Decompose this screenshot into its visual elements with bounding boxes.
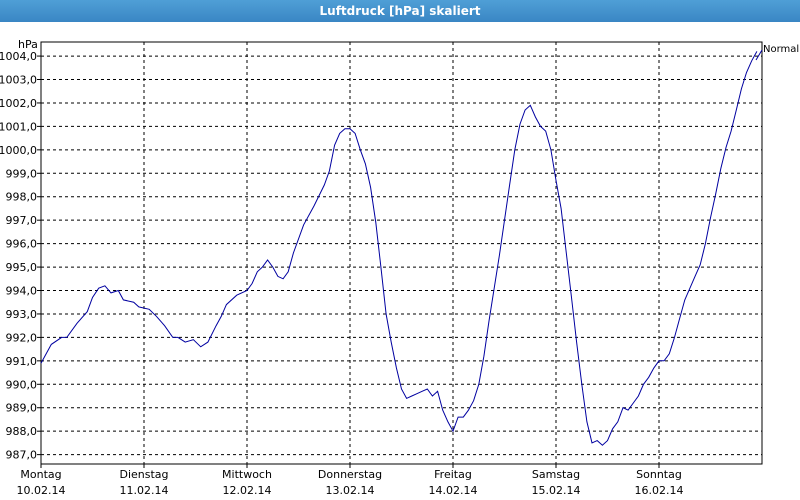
- y-tick-label: 995,0: [6, 261, 38, 274]
- plot-area: [40, 41, 763, 465]
- y-tick-label: 999,0: [6, 167, 38, 180]
- y-tick-label: 993,0: [6, 308, 38, 321]
- y-tick-label: 988,0: [6, 425, 38, 438]
- x-tick-label-date: 11.02.14: [120, 484, 169, 497]
- x-tick-label-day: Freitag: [434, 468, 472, 481]
- y-tick-label: 996,0: [6, 238, 38, 251]
- x-tick-label-day: Montag: [20, 468, 61, 481]
- y-tick-label: 1001,0: [0, 120, 37, 133]
- x-tick-label-date: 14.02.14: [429, 484, 478, 497]
- x-tick-label-date: 16.02.14: [635, 484, 684, 497]
- x-tick-label-day: Mittwoch: [222, 468, 272, 481]
- y-tick-label: 1004,0: [0, 50, 37, 63]
- horizontal-gridlines: [37, 55, 762, 456]
- series-layer: [40, 51, 758, 446]
- x-tick-label-day: Donnerstag: [318, 468, 382, 481]
- y-axis-unit-label: hPa: [18, 38, 38, 51]
- x-tick-label-date: 15.02.14: [532, 484, 581, 497]
- y-tick-label: 987,0: [6, 449, 38, 462]
- x-tick-label-day: Dienstag: [119, 468, 168, 481]
- x-tick-label-day: Samstag: [532, 468, 580, 481]
- y-axis-tick-labels: 987,0 988,0 989,0 990,0 991,0 992,0 993,0 994,0…: [0, 50, 37, 462]
- y-tick-label: 998,0: [6, 191, 38, 204]
- x-tick-label-date: 10.02.14: [17, 484, 66, 497]
- x-tick-label-day: Sonntag: [636, 468, 682, 481]
- y-tick-label: 994,0: [6, 285, 38, 298]
- series-line: [40, 51, 758, 446]
- legend-connector: [755, 49, 763, 61]
- legend-label: Normal: [763, 44, 800, 55]
- y-tick-label: 997,0: [6, 214, 38, 227]
- chart-title: Luftdruck [hPa] skaliert: [0, 0, 800, 22]
- y-tick-label: 991,0: [6, 355, 38, 368]
- y-tick-label: 990,0: [6, 378, 38, 391]
- y-tick-label: 989,0: [6, 402, 38, 415]
- x-tick-label-date: 12.02.14: [223, 484, 272, 497]
- y-tick-label: 1000,0: [0, 144, 37, 157]
- x-axis-tick-labels: Montag 10.02.14 Dienstag 11.02.14 Mittwoch 12…: [17, 468, 684, 497]
- vertical-gridlines: [40, 42, 660, 468]
- y-tick-label: 992,0: [6, 331, 38, 344]
- x-tick-label-date: 13.02.14: [326, 484, 375, 497]
- y-tick-label: 1003,0: [0, 74, 37, 87]
- y-tick-label: 1002,0: [0, 97, 37, 110]
